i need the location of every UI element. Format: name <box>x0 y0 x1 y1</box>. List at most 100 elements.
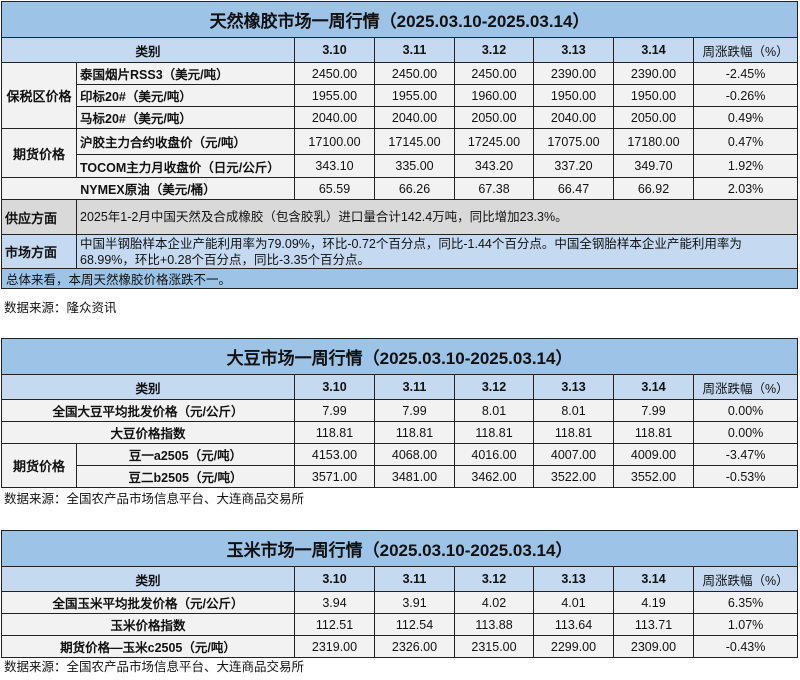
cell: 65.59 <box>294 177 375 200</box>
col-header: 类别 <box>1 374 295 400</box>
table-title: 玉米市场一周行情（2025.03.10-2025.03.14） <box>0 530 799 567</box>
cell: 2450.00 <box>454 62 534 85</box>
cell: 66.47 <box>533 177 614 200</box>
cell: 1950.00 <box>533 84 614 107</box>
cell: 118.81 <box>374 421 455 444</box>
cell: 4009.00 <box>613 443 694 466</box>
change-cell: 0.47% <box>692 128 799 155</box>
col-header: 3.14 <box>613 374 694 400</box>
supply-label: 供应方面 <box>1 199 77 235</box>
header-row: 类别 3.10 3.11 3.12 3.13 3.14 周涨跌幅（%） <box>1 37 799 63</box>
cell: 2299.00 <box>533 635 614 658</box>
cell: 3552.00 <box>613 465 694 488</box>
data-source: 数据来源：全国农产品市场信息平台、大连商品交易所 <box>4 492 305 506</box>
cell: 2040.00 <box>374 106 455 129</box>
table-row: TOCOM主力月收盘价（日元/公斤） 343.10 335.00 343.20 … <box>2 154 799 178</box>
cell: 343.20 <box>454 154 534 178</box>
change-cell: 6.35% <box>692 591 799 614</box>
market-label: 市场方面 <box>1 234 77 269</box>
header-row: 类别 3.10 3.11 3.12 3.13 3.14 周涨跌幅（%） <box>1 374 799 400</box>
table-row: 期货价格 沪胶主力合约收盘价（元/吨） 17100.00 17145.00 17… <box>1 128 799 178</box>
table-title: 大豆市场一周行情（2025.03.10-2025.03.14） <box>0 338 799 375</box>
supply-text: 2025年1-2月中国天然及合成橡胶（包含胶乳）进口量合计142.4万吨，同比增… <box>75 199 799 235</box>
cell: 1950.00 <box>613 84 694 107</box>
table-row: 全国大豆平均批发价格（元/公斤） 7.99 7.99 8.01 8.01 7.9… <box>1 399 799 422</box>
cell: 4.02 <box>454 591 534 614</box>
cell: 3.94 <box>294 591 375 614</box>
cell: 4007.00 <box>533 443 614 466</box>
cell: 66.26 <box>374 177 455 200</box>
col-header: 3.14 <box>613 566 694 592</box>
table-row: 马标20#（美元/吨） 2040.00 2040.00 2050.00 2040… <box>2 106 799 129</box>
cell: 17245.00 <box>454 128 534 155</box>
cell: 2309.00 <box>613 635 694 658</box>
cell: 118.81 <box>454 421 534 444</box>
change-cell: 1.07% <box>692 613 799 636</box>
cell: 2050.00 <box>613 106 694 129</box>
table-row: 期货价格 豆一a2505（元/吨） 4153.00 4068.00 4016.0… <box>1 443 799 488</box>
col-header: 3.10 <box>294 566 375 592</box>
cell: 112.51 <box>294 613 375 636</box>
col-header: 3.14 <box>613 37 694 63</box>
cell: 2040.00 <box>533 106 614 129</box>
cell: 67.38 <box>454 177 534 200</box>
corn-table: 玉米市场一周行情（2025.03.10-2025.03.14） 类别 3.10 … <box>0 530 799 658</box>
market-text: 中国半钢胎样本企业产能利用率为79.09%，环比-0.72个百分点，同比-1.4… <box>75 234 799 269</box>
table-row: 大豆价格指数 118.81 118.81 118.81 118.81 118.8… <box>1 421 799 444</box>
cell: 2390.00 <box>533 62 614 85</box>
cell: 335.00 <box>374 154 455 178</box>
cell: 3522.00 <box>533 465 614 488</box>
cell: 3481.00 <box>374 465 455 488</box>
cell: 113.88 <box>454 613 534 636</box>
cell: 1960.00 <box>454 84 534 107</box>
change-cell: -0.43% <box>692 635 799 658</box>
col-header: 3.10 <box>294 37 375 63</box>
row-label: NYMEX原油（美元/桶） <box>1 177 295 200</box>
soybean-table: 大豆市场一周行情（2025.03.10-2025.03.14） 类别 3.10 … <box>0 338 799 488</box>
cell: 2040.00 <box>294 106 375 129</box>
cell: 337.20 <box>533 154 614 178</box>
group-label: 期货价格 <box>1 128 77 178</box>
cell: 112.54 <box>374 613 455 636</box>
data-source: 数据来源：全国农产品市场信息平台、大连商品交易所 <box>4 660 305 674</box>
table-row: 豆二b2505（元/吨） 3571.00 3481.00 3462.00 352… <box>2 465 799 488</box>
cell: 3571.00 <box>294 465 375 488</box>
supply-row: 供应方面 2025年1-2月中国天然及合成橡胶（包含胶乳）进口量合计142.4万… <box>1 199 799 235</box>
col-header: 周涨跌幅（%） <box>692 37 799 63</box>
cell: 4016.00 <box>454 443 534 466</box>
cell: 7.99 <box>294 399 375 422</box>
cell: 2450.00 <box>294 62 375 85</box>
cell: 113.71 <box>613 613 694 636</box>
change-cell: 1.92% <box>692 154 799 178</box>
table-title: 天然橡胶市场一周行情（2025.03.10-2025.03.14） <box>0 1 799 38</box>
cell: 7.99 <box>613 399 694 422</box>
col-header: 类别 <box>1 566 295 592</box>
row-label: 马标20#（美元/吨） <box>76 106 295 129</box>
cell: 2326.00 <box>374 635 455 658</box>
cell: 17145.00 <box>374 128 455 155</box>
cell: 343.10 <box>294 154 375 178</box>
summary-text: 总体来看，本周天然橡胶价格涨跌不一。 <box>0 268 799 289</box>
cell: 1955.00 <box>374 84 455 107</box>
row-label: 印标20#（美元/吨） <box>76 84 295 107</box>
cell: 4.19 <box>613 591 694 614</box>
row-label: 豆二b2505（元/吨） <box>76 465 295 488</box>
cell: 2050.00 <box>454 106 534 129</box>
group-label: 保税区价格 <box>1 62 77 129</box>
change-cell: 2.03% <box>692 177 799 200</box>
cell: 3462.00 <box>454 465 534 488</box>
group-label: 期货价格 <box>1 443 77 488</box>
col-header: 3.10 <box>294 374 375 400</box>
row-label: 全国大豆平均批发价格（元/公斤） <box>1 399 295 422</box>
col-header: 3.11 <box>374 37 455 63</box>
change-cell: 0.00% <box>692 421 799 444</box>
change-cell: -0.53% <box>692 465 799 488</box>
cell: 4153.00 <box>294 443 375 466</box>
col-header: 3.13 <box>533 566 614 592</box>
cell: 4068.00 <box>374 443 455 466</box>
data-source: 数据来源：隆众资讯 <box>4 301 117 315</box>
cell: 7.99 <box>374 399 455 422</box>
cell: 2315.00 <box>454 635 534 658</box>
cell: 1955.00 <box>294 84 375 107</box>
row-label: 期货价格—玉米c2505（元/吨） <box>1 635 295 658</box>
